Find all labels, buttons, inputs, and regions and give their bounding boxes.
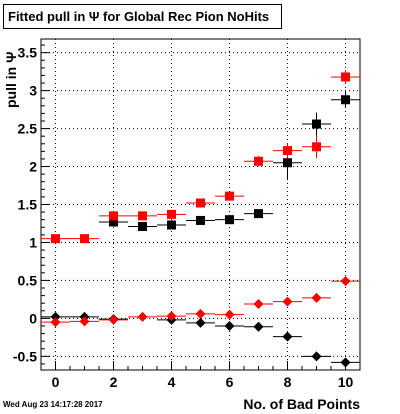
series-3-point-9 (302, 292, 331, 303)
series-3-point-4 (157, 311, 186, 322)
series-3-point-8 (273, 296, 302, 307)
diamond-marker (166, 311, 177, 322)
y-tick-label: 1.5 (18, 197, 38, 213)
series-2-point-9 (331, 357, 360, 368)
x-tick-label: 4 (168, 374, 176, 390)
y-tick-label: 0.5 (18, 272, 38, 288)
square-marker (196, 198, 205, 208)
x-axis-label: No. of Bad Points (243, 396, 360, 412)
series-0-point-3 (186, 215, 215, 225)
series-1-point-10 (331, 70, 360, 84)
axes: 0 2 4 6 8 10 -0.5 0 0.5 1 1.5 2 2.5 3 3.5 (13, 38, 361, 390)
x-tick-label: 8 (284, 374, 292, 390)
series-2-point-4 (186, 317, 215, 328)
square-marker (138, 222, 147, 232)
series-3-point-6 (215, 309, 244, 320)
x-tick-label: 10 (338, 374, 354, 390)
series-1-point-7 (244, 155, 273, 167)
y-tick-label: 3 (29, 83, 37, 99)
square-marker (283, 158, 292, 168)
square-marker (254, 209, 263, 219)
series-1-point-3 (128, 211, 157, 221)
series-0-point-1 (128, 222, 157, 232)
diamond-marker (79, 316, 90, 327)
square-marker (109, 211, 118, 221)
square-marker (167, 220, 176, 230)
diamond-marker (224, 320, 235, 331)
y-tick-label: 2.5 (18, 121, 38, 137)
x-tick-label: 2 (110, 374, 118, 390)
diamond-marker (50, 311, 61, 322)
timestamp: Wed Aug 23 14:17:28 2017 (3, 400, 103, 409)
square-marker (196, 215, 205, 225)
x-tick-label: 0 (52, 374, 60, 390)
square-marker (167, 209, 176, 219)
series-0-point-7 (302, 112, 331, 136)
series-0-point-8 (331, 92, 360, 108)
diamond-marker (282, 296, 293, 307)
y-tick-label: 0 (29, 310, 37, 326)
diamond-marker (253, 298, 264, 309)
series-1-point-4 (157, 209, 186, 219)
series-3-point-3 (128, 311, 157, 322)
diamond-marker (311, 351, 322, 362)
series-1-point-6 (215, 191, 244, 201)
y-tick-label: -0.5 (13, 348, 37, 364)
diamond-marker (311, 292, 322, 303)
diamond-marker (137, 311, 148, 322)
diamond-marker (340, 276, 351, 287)
series-1-point-0 (41, 234, 70, 244)
diamond-marker (340, 357, 351, 368)
series-3-point-2 (99, 314, 128, 325)
square-marker (225, 215, 234, 225)
square-marker (283, 146, 292, 156)
diamond-marker (195, 308, 206, 319)
square-marker (225, 191, 234, 201)
diamond-marker (253, 321, 264, 332)
series-0-point-2 (157, 220, 186, 230)
square-marker (109, 217, 118, 227)
series-1-point-2 (99, 211, 128, 221)
diamond-marker (195, 317, 206, 328)
diamond-marker (50, 317, 61, 328)
y-tick-label: 3.5 (18, 45, 38, 61)
diamond-marker (224, 309, 235, 320)
series-2-point-6 (244, 321, 273, 332)
series-1-point-5 (186, 198, 215, 208)
x-tick-label: 6 (226, 374, 234, 390)
series-2-point-5 (215, 320, 244, 331)
series-2-point-8 (302, 351, 331, 362)
y-tick-label: 1 (29, 234, 37, 250)
square-marker (312, 119, 321, 129)
diamond-marker (282, 331, 293, 342)
square-marker (312, 142, 321, 152)
square-marker (341, 72, 350, 82)
series-1-point-1 (70, 234, 99, 244)
y-axis-label: pull in Ψ (3, 51, 19, 108)
series-3-point-7 (244, 298, 273, 309)
square-marker (51, 234, 60, 244)
series-3-point-1 (70, 316, 99, 327)
square-marker (254, 156, 263, 166)
series-1-point-8 (273, 143, 302, 159)
series-2-point-7 (273, 331, 302, 342)
y-tick-label: 2 (29, 159, 37, 175)
square-marker (138, 211, 147, 221)
series-3-point-0 (41, 317, 70, 328)
series-0-point-5 (244, 209, 273, 219)
series-3-point-5 (186, 308, 215, 319)
series-1-point-9 (302, 135, 331, 159)
square-marker (341, 95, 350, 105)
series-3-point-10 (331, 276, 360, 287)
square-marker (80, 234, 89, 244)
data-marks (41, 70, 360, 368)
series-0-point-4 (215, 215, 244, 225)
chart-title: Fitted pull in Ψ for Global Rec Pion NoH… (3, 4, 282, 29)
diamond-marker (108, 314, 119, 325)
series-2-point-0 (41, 311, 70, 322)
